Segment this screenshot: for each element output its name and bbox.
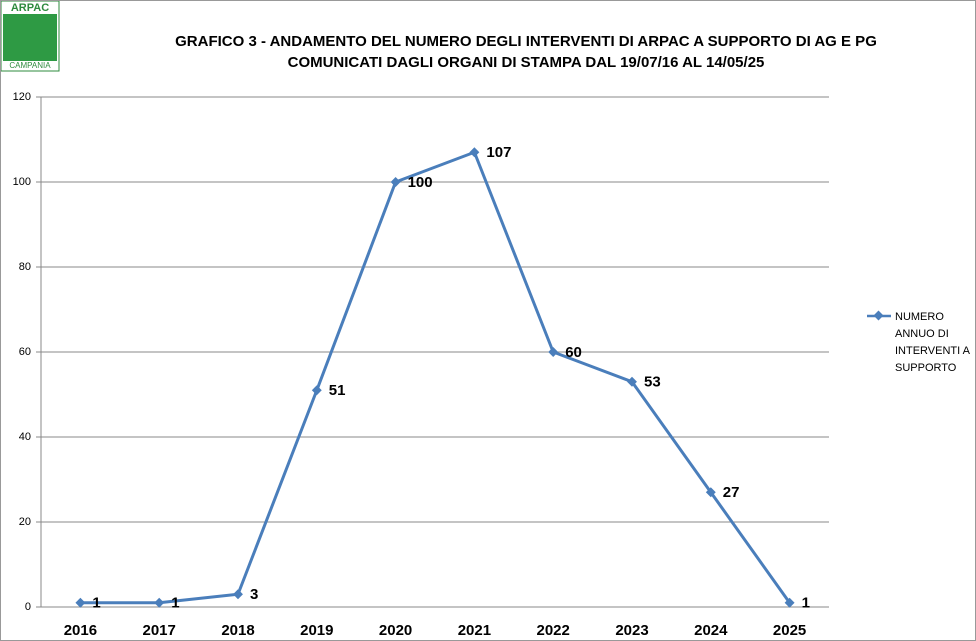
- chart-subtitle: COMUNICATI DAGLI ORGANI DI STAMPA DAL 19…: [288, 54, 765, 71]
- y-tick-label: 60: [19, 346, 31, 358]
- marker: [311, 385, 322, 396]
- chart-title: GRAFICO 3 - ANDAMENTO DEL NUMERO DEGLI I…: [175, 33, 877, 50]
- data-label: 27: [723, 484, 740, 501]
- data-label: 107: [486, 144, 511, 161]
- data-label: 1: [802, 595, 810, 612]
- data-label: 53: [644, 374, 661, 391]
- marker: [548, 347, 559, 357]
- y-tick-label: 0: [25, 601, 31, 613]
- data-label: 60: [565, 344, 582, 361]
- x-tick-label: 2024: [694, 622, 728, 639]
- logo-map: [3, 14, 57, 61]
- logo-text: CAMPANIA: [9, 61, 51, 70]
- x-tick-label: 2021: [458, 622, 491, 639]
- marker: [75, 597, 86, 608]
- data-label: 1: [92, 595, 100, 612]
- data-label: 1: [171, 595, 179, 612]
- x-tick-label: 2018: [221, 622, 254, 639]
- x-tick-label: 2023: [615, 622, 648, 639]
- x-tick-label: 2025: [773, 622, 806, 639]
- x-tick-label: 2019: [300, 622, 333, 639]
- y-tick-label: 80: [19, 261, 31, 273]
- y-tick-label: 120: [13, 91, 31, 103]
- y-tick-label: 20: [19, 516, 31, 528]
- marker: [233, 589, 243, 600]
- marker: [627, 376, 637, 387]
- data-label: 100: [408, 174, 433, 191]
- y-tick-label: 100: [13, 176, 31, 188]
- data-label: 51: [329, 382, 346, 399]
- data-label: 3: [250, 586, 258, 603]
- logo-text: ARPAC: [11, 2, 49, 14]
- y-tick-label: 40: [19, 431, 31, 443]
- series-line: [80, 150, 791, 605]
- x-tick-label: 2017: [143, 622, 176, 639]
- marker: [154, 597, 165, 608]
- legend-label: NUMERO ANNUO DI INTERVENTI A SUPPORTO: [895, 311, 970, 374]
- marker: [784, 597, 795, 608]
- x-tick-label: 2020: [379, 622, 412, 639]
- x-tick-label: 2022: [537, 622, 570, 639]
- marker: [469, 147, 480, 158]
- legend-marker: [873, 310, 884, 321]
- marker: [390, 177, 401, 187]
- marker: [705, 487, 716, 498]
- x-tick-label: 2016: [64, 622, 97, 639]
